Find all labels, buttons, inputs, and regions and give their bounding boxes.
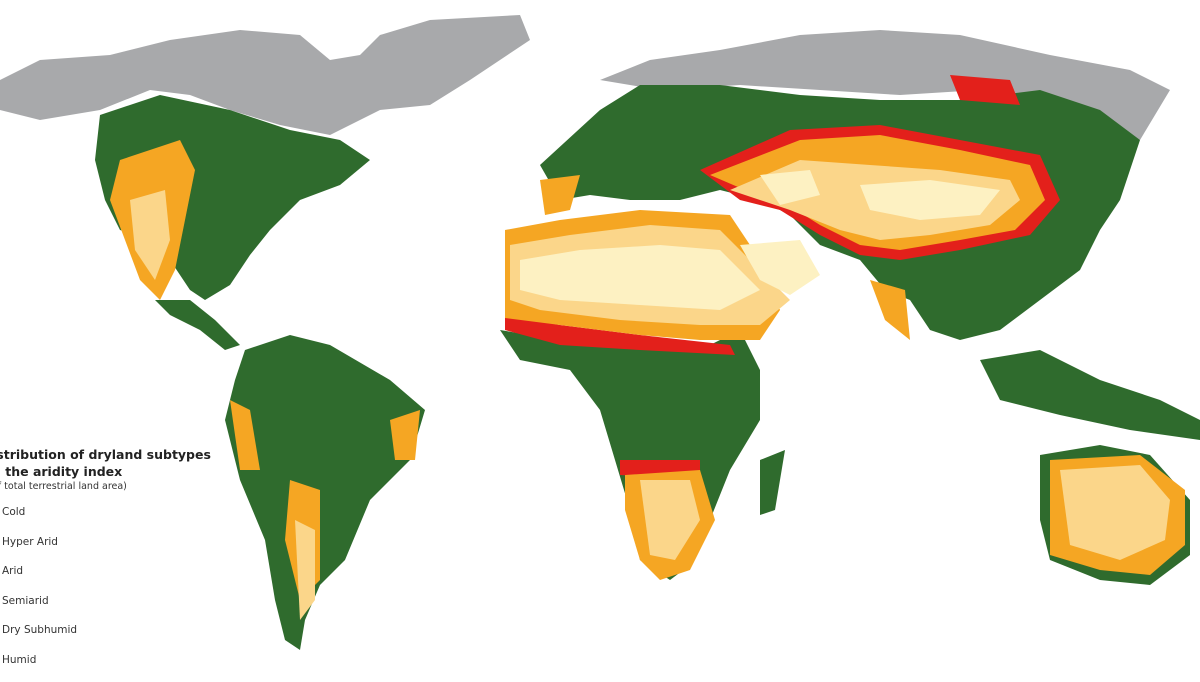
- legend-item-dry-subhumid: Dry Subhumid: [0, 623, 211, 653]
- legend-title-line-2: n the aridity index: [0, 463, 211, 480]
- legend-item-hyper-arid: Hyper Arid: [0, 535, 211, 565]
- legend-item-semiarid: Semiarid: [0, 594, 211, 624]
- legend-item-arid: Arid: [0, 564, 211, 594]
- map-legend: istribution of dryland subtypes n the ar…: [0, 446, 211, 682]
- legend-item-humid: Humid: [0, 653, 211, 682]
- legend-title-line-1: istribution of dryland subtypes: [0, 446, 211, 463]
- legend-item-cold: Cold: [0, 505, 211, 535]
- legend-subtitle: of total terrestrial land area): [0, 481, 211, 492]
